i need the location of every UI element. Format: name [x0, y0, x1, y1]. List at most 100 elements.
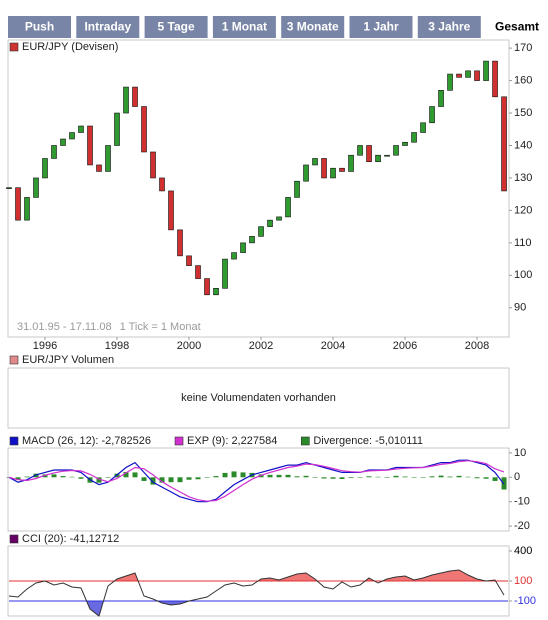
divergence-bar: [60, 476, 66, 478]
divergence-bar: [483, 477, 489, 479]
tab-label[interactable]: Intraday: [84, 20, 131, 34]
candle: [501, 96, 507, 192]
tab[interactable]: 1 Monat: [212, 16, 276, 38]
candle: [60, 138, 66, 146]
y-tick-label: 120: [514, 204, 532, 216]
candle: [69, 132, 75, 140]
tab-background[interactable]: [349, 16, 413, 38]
candle: [402, 141, 408, 146]
candle: [249, 236, 255, 244]
candle: [357, 145, 363, 156]
candle: [240, 242, 246, 253]
candle: [339, 167, 345, 172]
tab-label[interactable]: 5 Tage: [158, 20, 195, 34]
tab-background[interactable]: [8, 16, 71, 38]
divergence-bar: [15, 477, 21, 480]
tab-label[interactable]: 1 Monat: [222, 20, 267, 34]
divergence-bar: [150, 477, 156, 485]
candle: [429, 106, 435, 124]
divergence-bar: [96, 477, 102, 483]
tab-background[interactable]: [417, 16, 481, 38]
tab-label[interactable]: 3 Jahre: [428, 20, 470, 34]
divergence-bar: [24, 476, 30, 478]
divergence-bar: [213, 476, 219, 478]
tab[interactable]: 1 Jahr: [349, 16, 413, 38]
legend-swatch: [9, 42, 19, 52]
x-tick-label: 1998: [105, 340, 129, 352]
candle: [312, 158, 318, 166]
candle: [78, 125, 84, 133]
legend-label: Divergence: -5,010111: [313, 435, 423, 447]
candle: [474, 70, 480, 81]
candle: [114, 112, 120, 146]
y-tick-label: 170: [514, 42, 532, 54]
tab-label[interactable]: 1 Jahr: [363, 20, 399, 34]
divergence-bar: [240, 472, 246, 478]
tab-label[interactable]: Gesamt: [495, 20, 539, 34]
divergence-bar: [105, 477, 111, 478]
tab-background[interactable]: [144, 16, 208, 38]
candle: [177, 229, 183, 257]
candle: [411, 132, 417, 143]
legend-swatch: [9, 436, 19, 446]
candle: [222, 258, 228, 289]
y-tick-label: 10: [514, 447, 526, 459]
candle: [303, 164, 309, 182]
divergence-bar: [204, 477, 210, 478]
y-tick-label: 100: [514, 575, 532, 587]
divergence-bar: [438, 475, 444, 478]
candle: [87, 125, 93, 166]
tab-background[interactable]: [486, 16, 548, 38]
y-tick-label: 0: [514, 471, 520, 483]
y-tick-label: -10: [514, 496, 530, 508]
legend-swatch: [9, 355, 19, 365]
divergence-bar: [276, 474, 282, 478]
x-tick-label: 1996: [33, 340, 57, 352]
candle: [6, 187, 12, 189]
candle: [159, 177, 165, 192]
tab[interactable]: 5 Tage: [144, 16, 208, 38]
x-tick-label: 2002: [249, 340, 273, 352]
divergence-bar: [177, 477, 183, 483]
tab[interactable]: Intraday: [76, 16, 140, 38]
x-tick-label: 2006: [393, 340, 417, 352]
tab-label[interactable]: Push: [25, 20, 54, 34]
y-tick-label: 400: [514, 545, 532, 557]
divergence-bar: [492, 477, 498, 481]
plot-area: [7, 39, 510, 338]
candle: [51, 145, 57, 159]
tab[interactable]: Push: [8, 16, 71, 38]
tab-background[interactable]: [212, 16, 276, 38]
divergence-bar: [69, 476, 75, 478]
divergence-bar: [312, 477, 318, 478]
empty-message: keine Volumendaten vorhanden: [181, 392, 336, 404]
divergence-bar: [285, 474, 291, 478]
candle: [258, 226, 264, 237]
indicator-line: [8, 460, 505, 502]
x-tick-label: 2008: [465, 340, 489, 352]
candle: [42, 158, 48, 179]
candle: [213, 288, 219, 296]
tab-label[interactable]: 3 Monate: [287, 20, 339, 34]
candle: [330, 167, 336, 179]
divergence-bar: [366, 476, 372, 478]
divergence-bar: [420, 477, 426, 478]
tab-background[interactable]: [281, 16, 345, 38]
tab-background[interactable]: [76, 16, 140, 38]
y-tick-label: 100: [514, 269, 532, 281]
tab[interactable]: 3 Monate: [281, 16, 345, 38]
divergence-bar: [402, 476, 408, 478]
tab[interactable]: Gesamt: [486, 16, 548, 38]
divergence-bar: [411, 477, 417, 478]
candle: [141, 106, 147, 153]
legend-label: MACD (26, 12): -2,782526: [22, 435, 151, 447]
divergence-bar: [339, 477, 345, 480]
legend-label: EXP (9): 2,227584: [187, 435, 277, 447]
divergence-bar: [51, 474, 57, 478]
candle: [465, 70, 471, 78]
candle: [384, 154, 390, 157]
legend-swatch: [174, 436, 184, 446]
tab[interactable]: 3 Jahre: [417, 16, 481, 38]
candle: [195, 265, 201, 279]
